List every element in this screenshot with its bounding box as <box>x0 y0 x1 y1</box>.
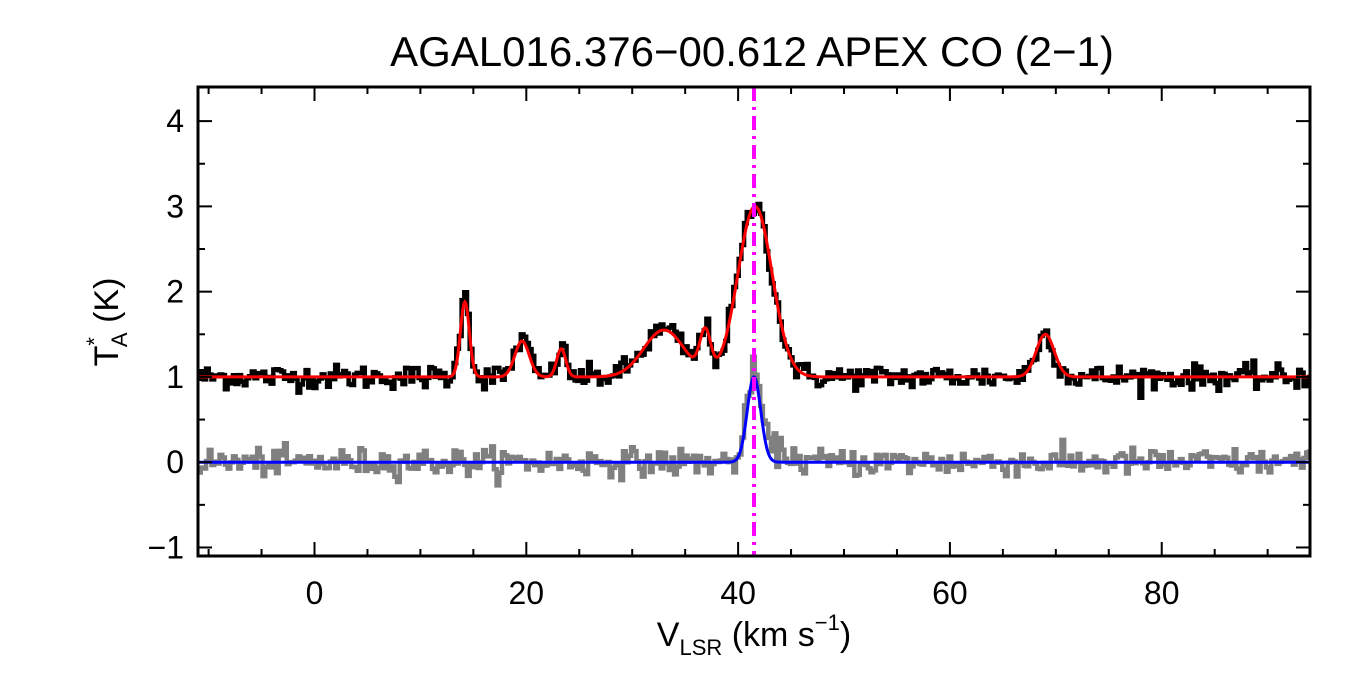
y-tick-label: −1 <box>148 529 184 565</box>
y-tick-label: 2 <box>166 274 184 310</box>
x-tick-labels: 0 20 40 60 80 <box>306 575 1180 611</box>
x-axis-label: VLSR (km s−1) <box>657 610 851 660</box>
x-tick-label: 60 <box>932 575 968 611</box>
x-tick-label: 0 <box>306 575 324 611</box>
x-tick-label: 40 <box>720 575 756 611</box>
y-tick-label: 1 <box>166 359 184 395</box>
y-tick-label: 4 <box>166 103 184 139</box>
series-3 <box>198 375 1310 464</box>
y-tick-label: 3 <box>166 188 184 224</box>
y-axis-label: T*A (K) <box>82 278 132 367</box>
y-tick-labels: −1 0 1 2 3 4 <box>148 103 184 565</box>
x-tick-label: 20 <box>509 575 545 611</box>
y-tick-label: 0 <box>166 444 184 480</box>
plot-frame <box>196 85 1312 558</box>
x-tick-label: 80 <box>1144 575 1180 611</box>
chart-title: AGAL016.376−00.612 APEX CO (2−1) <box>390 28 1114 75</box>
